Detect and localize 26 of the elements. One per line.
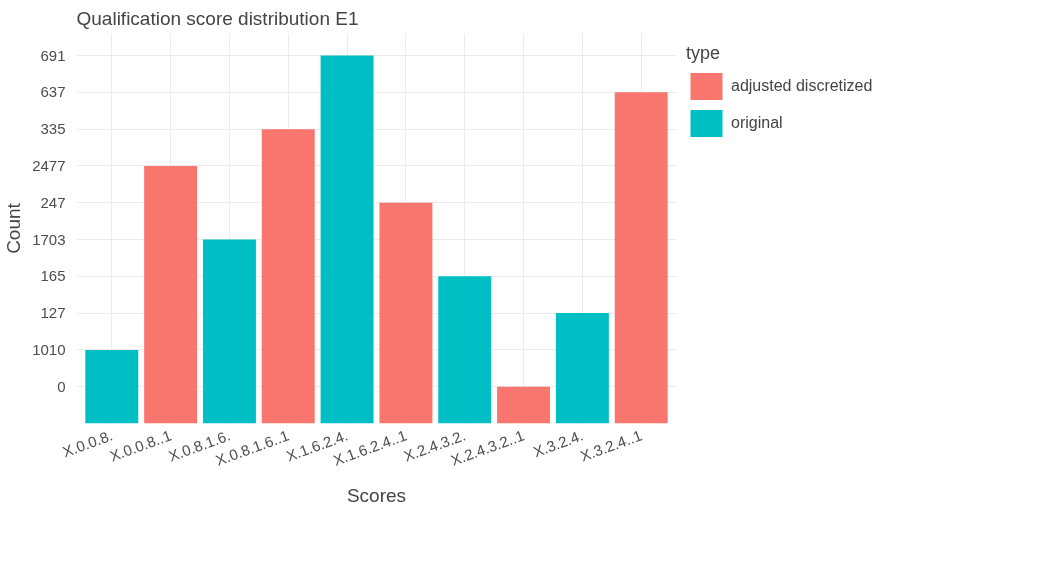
category-label: 1703 — [32, 230, 66, 248]
legend-title: type — [686, 43, 722, 64]
category-label: 127 — [40, 304, 66, 322]
category-label: 247 — [40, 193, 66, 211]
bar — [555, 313, 609, 424]
bar — [202, 239, 256, 424]
bar — [85, 349, 139, 424]
category-label: 2477 — [32, 156, 66, 174]
x-axis-title: Scores — [346, 484, 407, 506]
legend-label: adjusted discretized — [731, 77, 873, 95]
legend-label: original — [731, 114, 783, 132]
category-label: 335 — [40, 120, 66, 138]
bar — [261, 129, 315, 424]
bar — [438, 276, 492, 424]
y-axis-title: Count — [3, 202, 25, 254]
chart-title: Qualification score distribution E1 — [76, 7, 359, 29]
category-label: 0 — [57, 377, 66, 395]
category-label: 165 — [40, 267, 66, 285]
category-label: 637 — [40, 83, 66, 101]
bar — [320, 55, 374, 424]
bar — [497, 386, 551, 424]
bar — [379, 202, 433, 424]
bar — [614, 92, 668, 424]
category-label: 1010 — [32, 340, 66, 358]
category-label: 691 — [40, 46, 66, 64]
bar — [144, 165, 198, 424]
